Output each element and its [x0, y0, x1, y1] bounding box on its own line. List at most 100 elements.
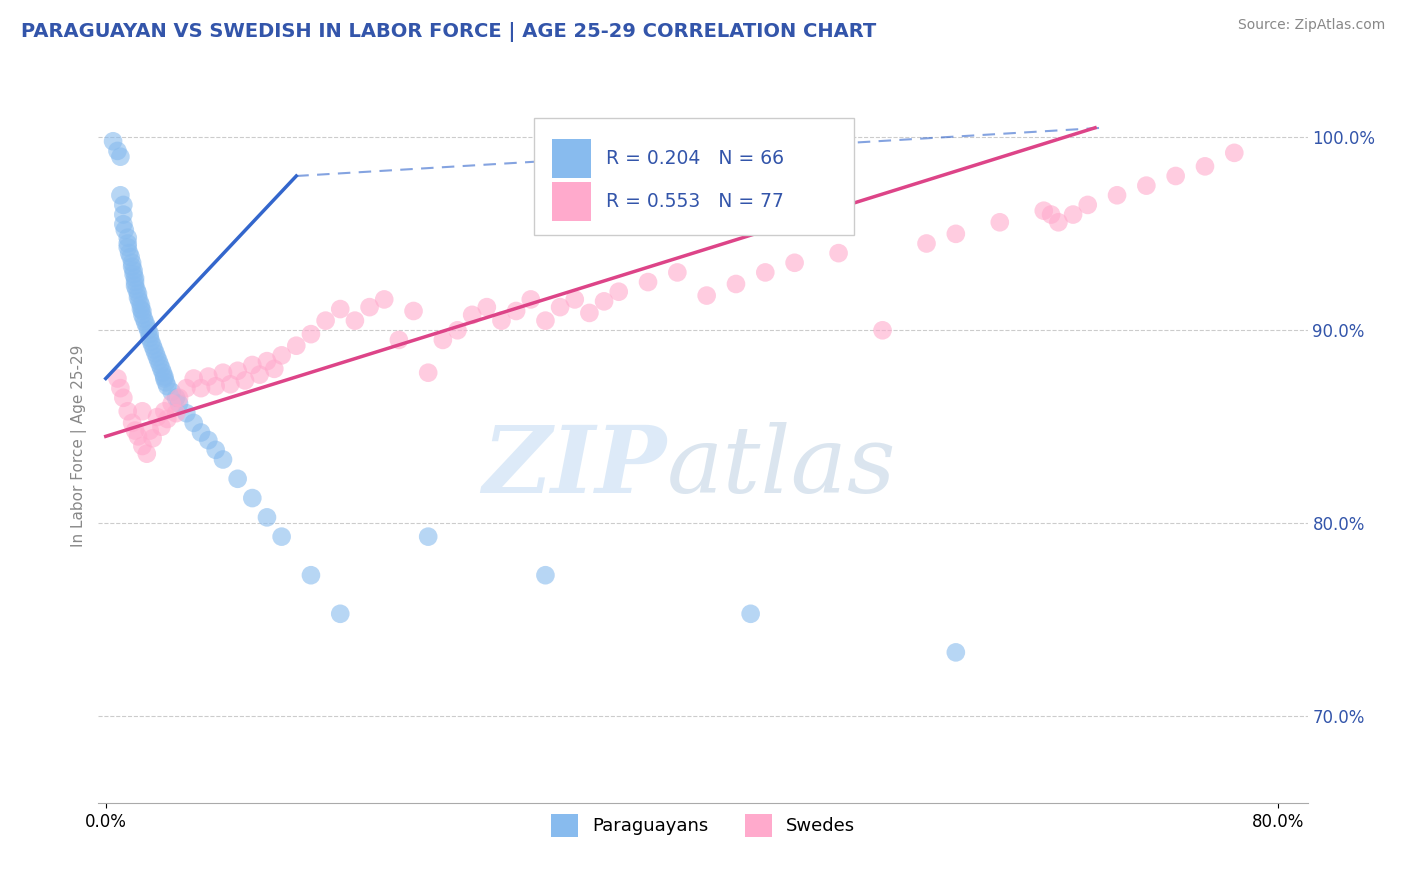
Point: [329, 607, 352, 621]
Legend: Paraguayans, Swedes: Paraguayans, Swedes: [544, 807, 862, 844]
Point: [132, 311, 155, 326]
Point: [125, 283, 148, 297]
Point: [872, 323, 894, 337]
Point: [124, 275, 146, 289]
Point: [143, 343, 166, 357]
Point: [827, 246, 849, 260]
Point: [197, 434, 219, 448]
Point: [152, 366, 174, 380]
Point: [160, 384, 183, 399]
Point: [156, 412, 179, 426]
Point: [138, 331, 160, 345]
Point: [107, 371, 129, 385]
Point: [696, 288, 718, 302]
Point: [176, 406, 198, 420]
Point: [1077, 198, 1099, 212]
Point: [155, 376, 177, 390]
Point: [593, 294, 616, 309]
Point: [945, 227, 967, 241]
Point: [505, 304, 527, 318]
Point: [240, 358, 263, 372]
Point: [578, 306, 600, 320]
Point: [121, 256, 143, 270]
Point: [131, 439, 153, 453]
Point: [150, 362, 173, 376]
Point: [118, 246, 141, 260]
Point: [127, 291, 149, 305]
Point: [402, 304, 425, 318]
Point: [299, 568, 322, 582]
Point: [101, 134, 124, 148]
Text: Source: ZipAtlas.com: Source: ZipAtlas.com: [1237, 18, 1385, 32]
Point: [197, 369, 219, 384]
Point: [204, 379, 226, 393]
Point: [190, 381, 212, 395]
Point: [127, 429, 149, 443]
Point: [124, 271, 146, 285]
Point: [120, 250, 142, 264]
Point: [315, 313, 337, 327]
Bar: [551, 139, 591, 178]
Point: [359, 300, 381, 314]
Text: atlas: atlas: [666, 423, 896, 512]
Point: [945, 645, 967, 659]
Point: [534, 313, 557, 327]
Point: [124, 424, 146, 438]
Point: [153, 369, 176, 384]
Y-axis label: In Labor Force | Age 25-29: In Labor Force | Age 25-29: [72, 345, 87, 547]
Point: [226, 472, 249, 486]
Point: [1194, 159, 1216, 173]
Point: [117, 236, 139, 251]
Point: [131, 304, 153, 318]
Point: [329, 301, 352, 316]
Point: [135, 319, 157, 334]
Point: [121, 260, 143, 274]
Point: [153, 404, 176, 418]
Point: [146, 351, 169, 365]
Point: [270, 530, 292, 544]
Point: [131, 308, 153, 322]
Point: [607, 285, 630, 299]
Point: [165, 406, 187, 420]
Point: [754, 265, 776, 279]
Point: [226, 364, 249, 378]
Text: ZIP: ZIP: [482, 423, 666, 512]
Point: [156, 379, 179, 393]
Point: [153, 371, 176, 385]
Point: [388, 333, 411, 347]
FancyBboxPatch shape: [534, 118, 855, 235]
Point: [1164, 169, 1187, 183]
Point: [212, 452, 235, 467]
Point: [263, 362, 285, 376]
Point: [122, 268, 145, 282]
Point: [270, 348, 292, 362]
Point: [142, 431, 165, 445]
Point: [418, 530, 440, 544]
Point: [127, 286, 149, 301]
Point: [110, 150, 132, 164]
Point: [117, 230, 139, 244]
Point: [1040, 208, 1063, 222]
Point: [149, 358, 172, 372]
Point: [176, 381, 198, 395]
Point: [150, 419, 173, 434]
Point: [117, 240, 139, 254]
Point: [124, 279, 146, 293]
Point: [1032, 203, 1054, 218]
Point: [129, 298, 152, 312]
Point: [461, 308, 484, 322]
Point: [136, 323, 159, 337]
Point: [740, 607, 762, 621]
Point: [256, 354, 278, 368]
Point: [520, 293, 543, 307]
Text: R = 0.553   N = 77: R = 0.553 N = 77: [606, 192, 785, 211]
Point: [219, 377, 242, 392]
Point: [256, 510, 278, 524]
Point: [129, 301, 152, 316]
Point: [131, 404, 153, 418]
Point: [299, 327, 322, 342]
Point: [343, 313, 366, 327]
Point: [183, 371, 205, 385]
Point: [148, 354, 170, 368]
Point: [1105, 188, 1128, 202]
